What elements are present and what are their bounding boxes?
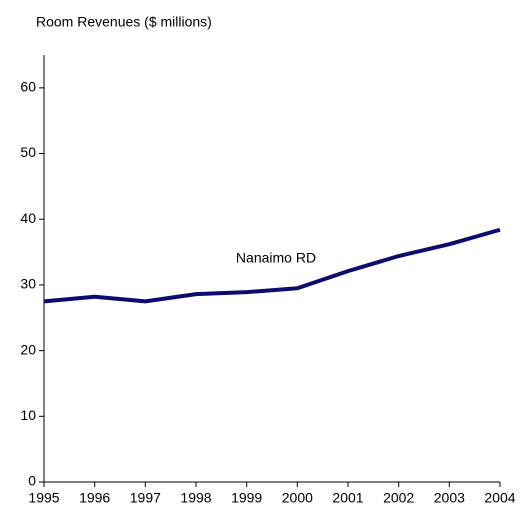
x-tick-label: 2001 bbox=[332, 490, 363, 506]
y-tick-label: 60 bbox=[20, 79, 36, 95]
x-tick-label: 2004 bbox=[484, 490, 515, 506]
y-tick-label: 50 bbox=[20, 144, 36, 160]
series-label: Nanaimo RD bbox=[236, 250, 316, 266]
x-tick-label: 1998 bbox=[180, 490, 211, 506]
y-tick-label: 0 bbox=[28, 473, 36, 489]
chart-title: Room Revenues ($ millions) bbox=[36, 14, 212, 30]
y-tick-label: 40 bbox=[20, 210, 36, 226]
y-tick-label: 30 bbox=[20, 276, 36, 292]
y-tick-label: 10 bbox=[20, 407, 36, 423]
x-tick-label: 2000 bbox=[282, 490, 313, 506]
series-line bbox=[43, 227, 501, 304]
x-tick-label: 1995 bbox=[28, 490, 59, 506]
x-tick-label: 2002 bbox=[383, 490, 414, 506]
x-tick-label: 1999 bbox=[231, 490, 262, 506]
x-tick-label: 1996 bbox=[79, 490, 110, 506]
x-tick-label: 2003 bbox=[434, 490, 465, 506]
y-tick-label: 20 bbox=[20, 341, 36, 357]
x-tick-label: 1997 bbox=[130, 490, 161, 506]
